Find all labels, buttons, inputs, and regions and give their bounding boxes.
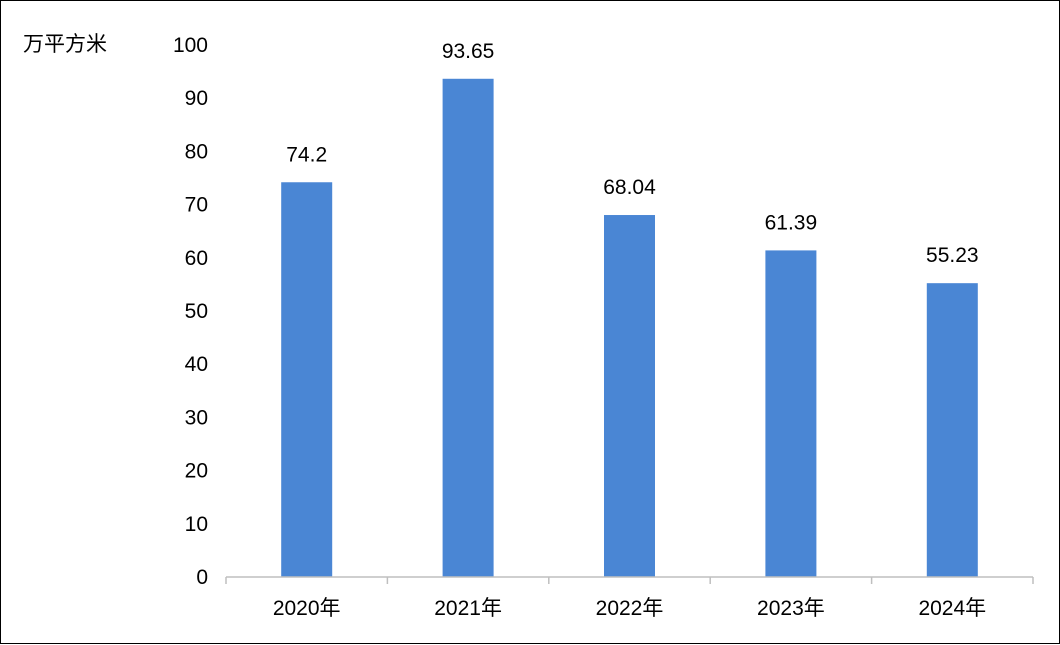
y-tick-label: 100 bbox=[173, 34, 208, 57]
y-tick-label: 80 bbox=[185, 140, 208, 163]
bar bbox=[604, 215, 655, 577]
y-tick-label: 50 bbox=[185, 300, 208, 323]
y-tick-label: 40 bbox=[185, 353, 208, 376]
x-tick-label: 2020年 bbox=[273, 597, 341, 620]
data-labels: 74.2 93.65 68.04 61.39 55.23 bbox=[286, 40, 978, 267]
x-tick-label: 2022年 bbox=[596, 597, 664, 620]
y-tick-label: 0 bbox=[196, 566, 208, 589]
bar bbox=[442, 78, 494, 578]
data-label: 93.65 bbox=[442, 40, 495, 63]
y-tick-label: 60 bbox=[185, 247, 208, 270]
y-axis-ticks: 0 10 20 30 40 50 60 70 80 90 100 bbox=[173, 34, 208, 589]
y-axis-unit-label: 万平方米 bbox=[23, 33, 107, 56]
bars bbox=[281, 78, 978, 578]
x-tick-label: 2024年 bbox=[918, 597, 986, 620]
data-label: 61.39 bbox=[765, 211, 818, 234]
y-tick-label: 20 bbox=[185, 460, 208, 483]
y-tick-label: 30 bbox=[185, 406, 208, 429]
x-tick-label: 2023年 bbox=[757, 597, 825, 620]
y-tick-label: 10 bbox=[185, 513, 208, 536]
bar bbox=[281, 182, 333, 578]
bar bbox=[765, 250, 817, 577]
x-tick-label: 2021年 bbox=[434, 597, 502, 620]
y-tick-label: 70 bbox=[185, 194, 208, 217]
y-tick-label: 90 bbox=[185, 87, 208, 110]
data-label: 74.2 bbox=[286, 143, 327, 166]
data-label: 68.04 bbox=[603, 176, 656, 199]
data-label: 55.23 bbox=[926, 244, 979, 267]
x-axis: 2020年 2021年 2022年 2023年 2024年 bbox=[225, 576, 1034, 620]
bar bbox=[926, 283, 978, 577]
